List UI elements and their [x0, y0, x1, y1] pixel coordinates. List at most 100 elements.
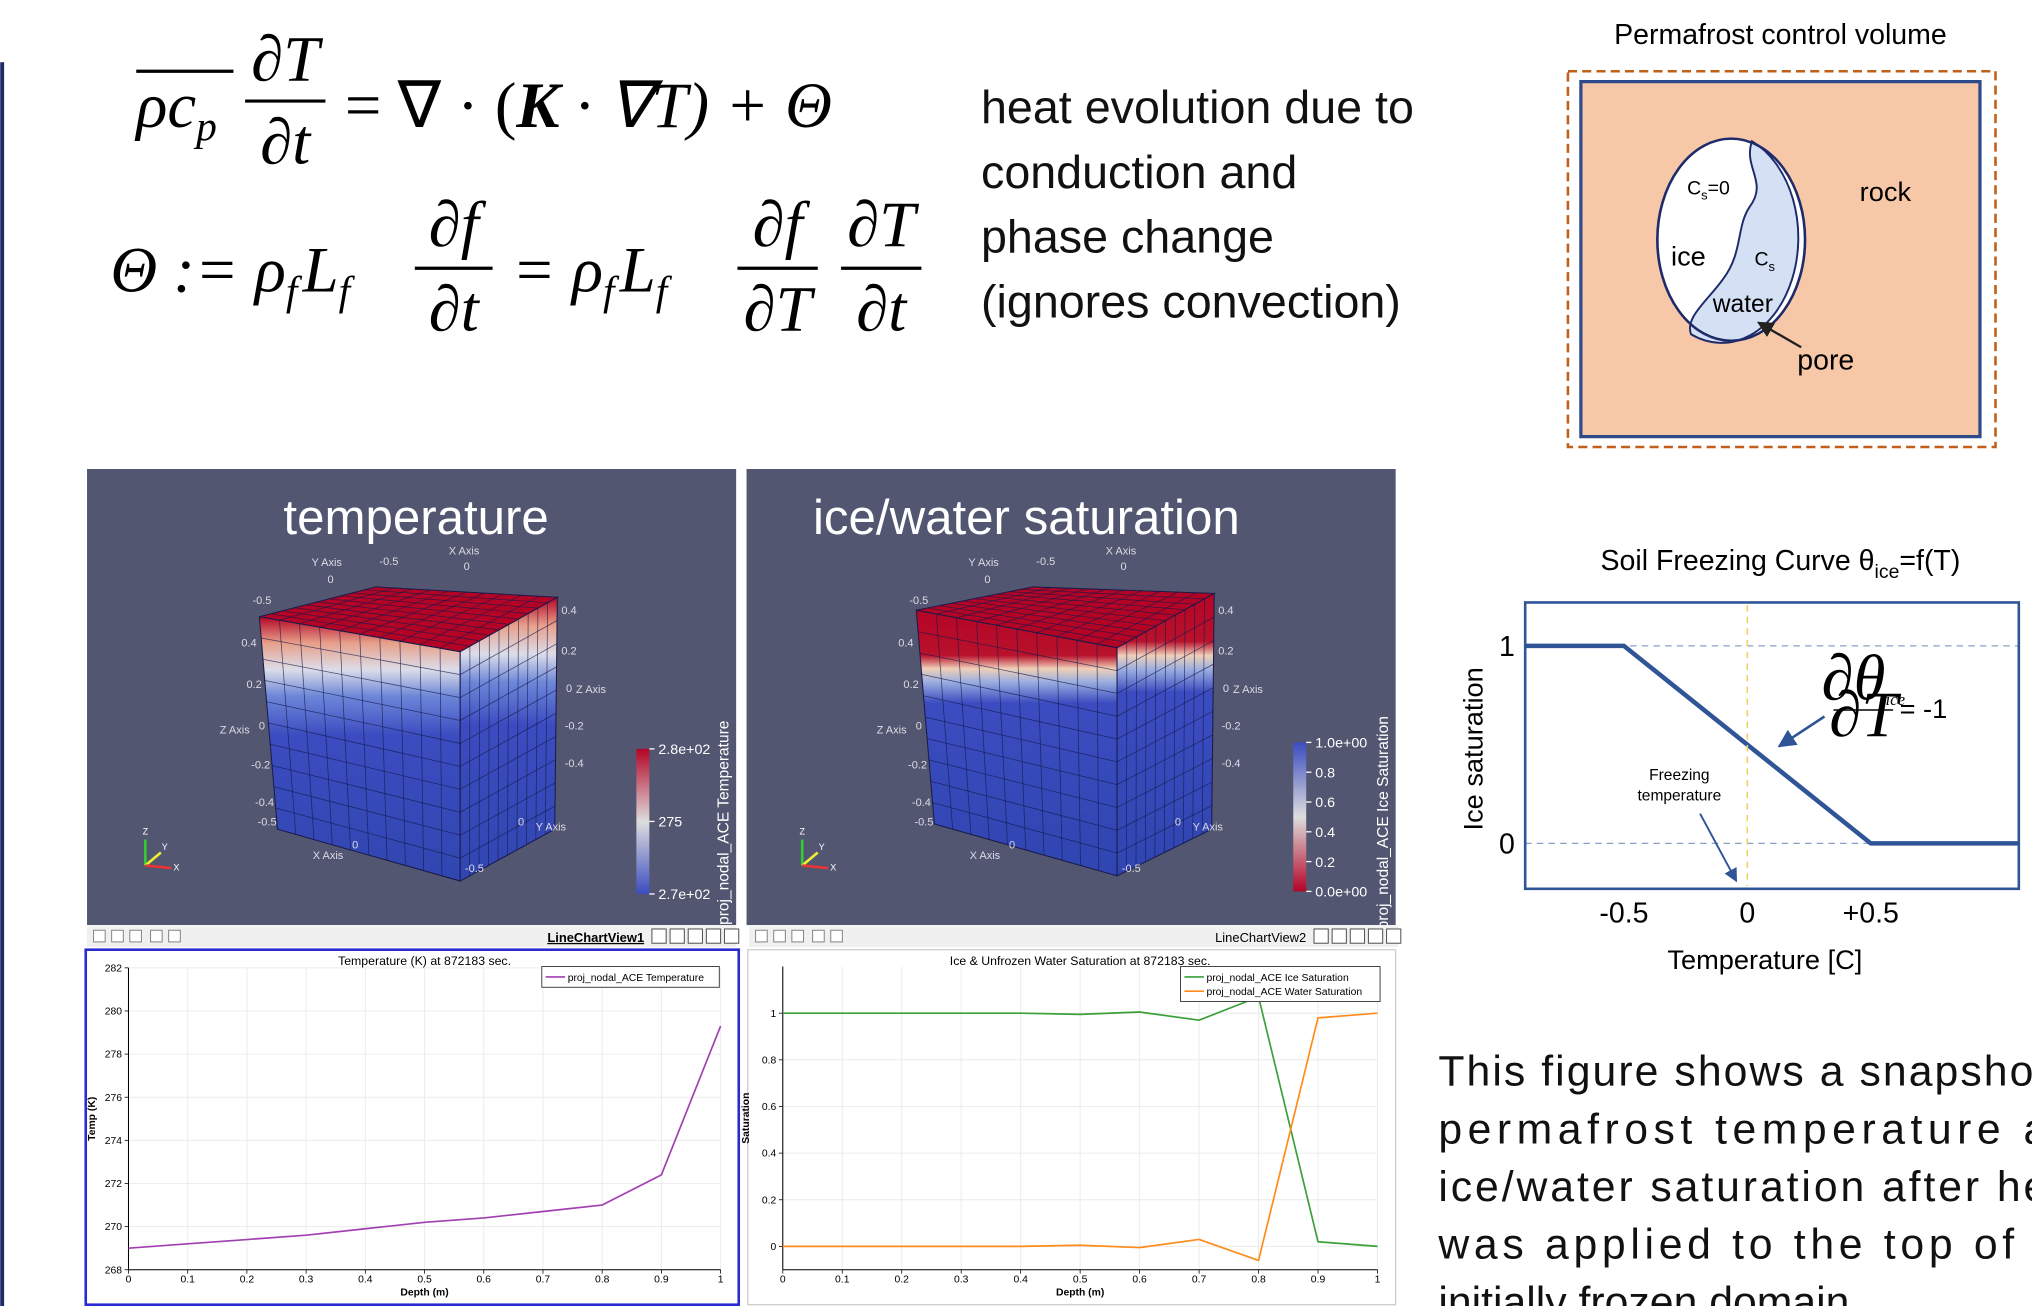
mesh-line: [399, 593, 504, 642]
pore-label: pore: [1797, 344, 1854, 376]
axis-label: Y Axis: [536, 822, 567, 834]
x-tick-label: 0.5: [417, 1275, 432, 1286]
x-tick-label: 0: [780, 1275, 786, 1286]
mesh-line: [459, 759, 556, 813]
concentration-label: Cs=0: [1687, 177, 1730, 202]
mesh-line: [352, 592, 538, 609]
axis-label: -0.5: [465, 863, 484, 875]
axis-label: X Axis: [313, 850, 344, 862]
mesh-line: [535, 608, 539, 840]
title-subscript: ice: [1875, 561, 1900, 583]
pore-outline: [1656, 137, 1807, 343]
y-tick-label: 268: [105, 1265, 123, 1276]
mesh-line: [1056, 636, 1063, 861]
x-tick-label: 0.9: [1311, 1275, 1326, 1286]
fraction-numerator: ∂T: [251, 23, 323, 95]
symbol: C: [1687, 177, 1701, 199]
legend-box: [541, 966, 720, 988]
triad-label: X: [173, 863, 179, 873]
math-term: L: [619, 235, 656, 307]
mesh-line: [439, 648, 443, 876]
triad-label: Y: [162, 842, 168, 852]
axis-label: 0: [916, 720, 922, 732]
annotation: = -1: [1900, 693, 1948, 724]
mesh-line: [1076, 591, 1179, 641]
axis-label: -0.4: [1222, 758, 1241, 770]
axis-label: -0.5: [379, 556, 398, 568]
x-axis-title: Depth (m): [400, 1288, 448, 1299]
fraction-denominator: ∂T: [744, 273, 816, 345]
axis-label: 0: [328, 574, 334, 586]
y-tick-label: 0.4: [762, 1149, 777, 1160]
colorbar-label: 0.2: [1315, 855, 1335, 871]
axis-label: Y Axis: [312, 557, 343, 569]
x-tick-label: 1: [1375, 1275, 1381, 1286]
mesh-line: [1021, 588, 1205, 600]
y-axis-title: Temp (K): [87, 1097, 98, 1141]
ice-label: ice: [1671, 241, 1706, 272]
triad-label: Z: [143, 826, 149, 836]
toolbar-button: [1367, 928, 1384, 944]
colorbar-label: 0.4: [1315, 825, 1335, 841]
symbol: =0: [1708, 177, 1730, 199]
paragraph-line: initially frozen domain.: [1438, 1278, 1861, 1306]
y-tick-label: 278: [105, 1050, 123, 1061]
fraction-numerator: ∂T: [847, 189, 919, 261]
mesh-line: [459, 782, 556, 836]
axis-label: 0.2: [1218, 645, 1233, 657]
data-line: [782, 1012, 1378, 1262]
y-tick-label: 0: [1499, 828, 1515, 860]
math-subscript: f: [339, 267, 356, 313]
mesh-line: [1116, 781, 1213, 831]
math-term: · ∇T) + Θ: [560, 70, 832, 142]
side-rule: [0, 62, 5, 1306]
mesh-line: [1116, 710, 1214, 763]
equation: Θ := ρf Lf: [110, 235, 355, 314]
legend-label: proj_nodal_ACE Temperature: [568, 973, 705, 984]
annotation: temperature: [1637, 788, 1721, 805]
mesh-line: [1096, 592, 1197, 645]
chart-title: Temperature (K) at 872183 sec.: [338, 954, 511, 968]
axis-label: 0: [1120, 561, 1126, 573]
mesh-line: [1116, 758, 1213, 808]
y-tick-label: 272: [105, 1179, 123, 1190]
x-tick-label: 0.3: [954, 1275, 969, 1286]
mesh-line: [419, 644, 425, 871]
fraction-numerator: ∂f: [429, 189, 487, 261]
paragraph-line: ice/water saturation after he: [1438, 1163, 2032, 1211]
axis-label: -0.5: [909, 595, 928, 607]
toolbar: [87, 926, 737, 948]
y-tick-label: 280: [105, 1007, 123, 1018]
x-tick-label: 0.7: [1192, 1275, 1207, 1286]
water-label: water: [1712, 291, 1773, 318]
colorbar-label: 0.0e+00: [1315, 885, 1367, 901]
math-term: K: [515, 70, 563, 142]
mesh-line: [1056, 591, 1160, 637]
axis-label: X Axis: [1106, 546, 1137, 558]
x-tick-label: 0.4: [1013, 1275, 1028, 1286]
axis-label: 0: [984, 574, 990, 586]
axis-label: 0.4: [1218, 605, 1233, 617]
axis-label: -0.4: [912, 797, 931, 809]
axis-label: -0.2: [1222, 720, 1241, 732]
math-subscript: p: [193, 103, 217, 149]
mesh-line: [1096, 644, 1100, 871]
toolbar-icon: [812, 929, 825, 943]
colorbar-label: 275: [658, 815, 682, 831]
rock-label: rock: [1860, 176, 1912, 207]
toolbar-icon: [773, 929, 786, 943]
mesh-line: [1076, 640, 1081, 866]
y-tick-label: 270: [105, 1222, 123, 1233]
x-tick-label: 0.1: [180, 1275, 195, 1286]
colorbar-label: 0.8: [1315, 765, 1335, 781]
math-subscript: f: [603, 267, 620, 313]
paragraph-line: permafrost temperature a: [1438, 1105, 2032, 1153]
axis-label: 0: [1223, 683, 1229, 695]
mesh-line: [459, 805, 556, 859]
mesh-line: [364, 589, 548, 604]
axis-label: 0: [464, 561, 470, 573]
legend-label: proj_nodal_ACE Water Saturation: [1206, 987, 1362, 998]
mesh-line: [271, 765, 461, 813]
colorbar-label: 2.8e+02: [658, 742, 710, 758]
fraction-denominator: ∂t: [429, 273, 481, 345]
